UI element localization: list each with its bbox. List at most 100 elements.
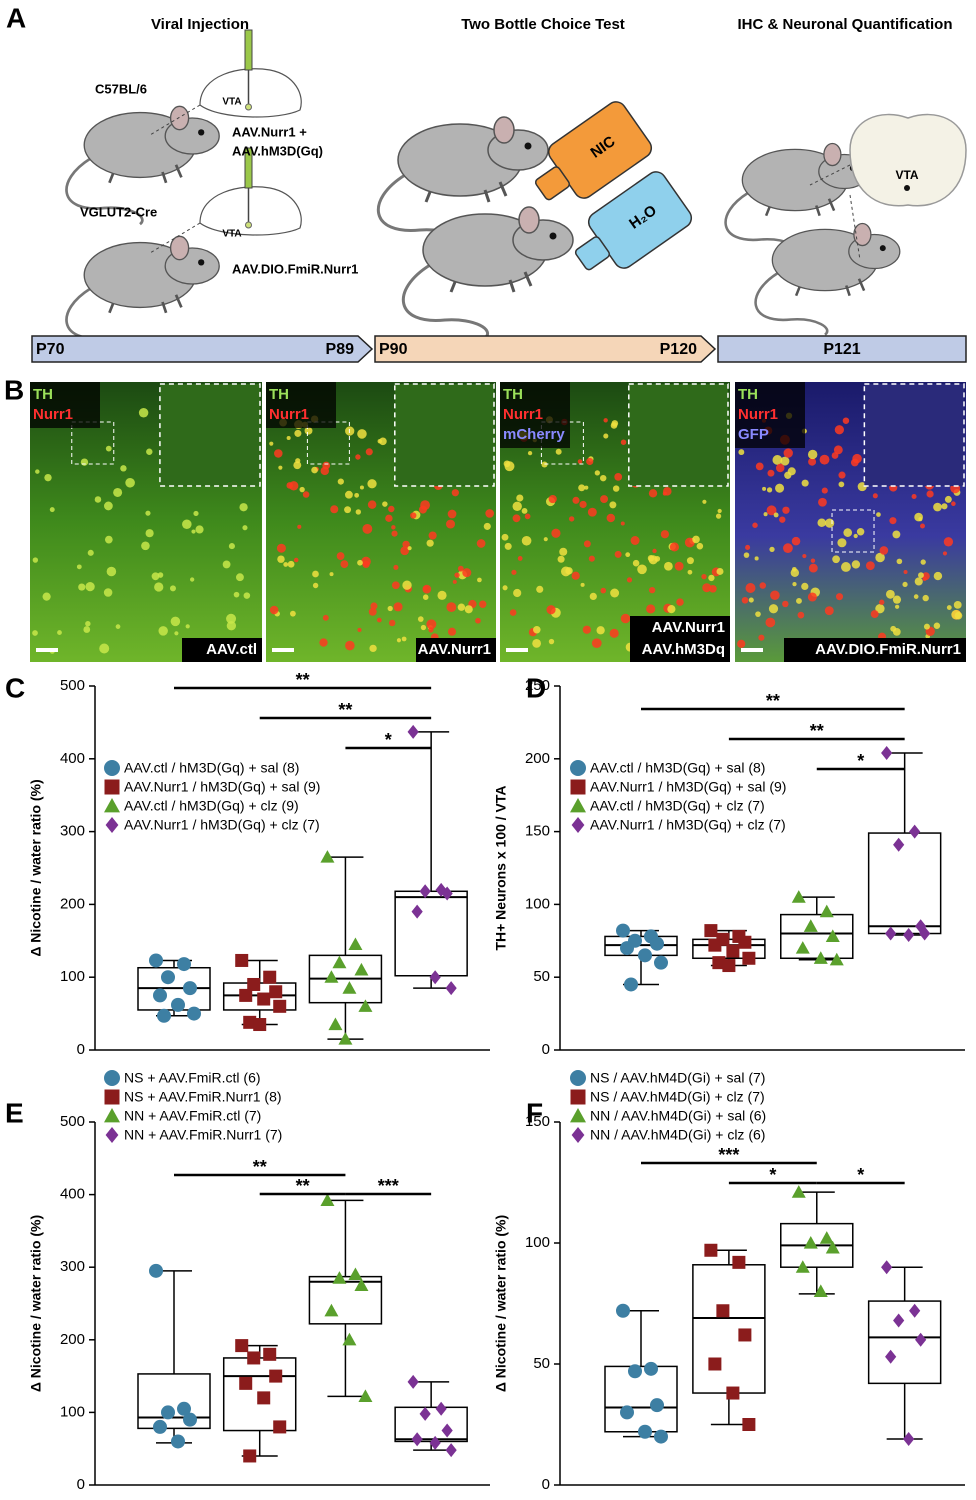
cell — [892, 595, 902, 604]
legend-label: NN + AAV.FmiR.Nurr1 (7) — [124, 1127, 282, 1143]
caption: AAV.hM3Dq — [642, 641, 725, 658]
cell — [269, 605, 279, 615]
cell — [648, 586, 656, 594]
data-point — [650, 1398, 664, 1413]
cell — [362, 523, 373, 534]
y-tick-label: 0 — [542, 1476, 550, 1493]
cell — [320, 466, 330, 476]
cell — [920, 559, 926, 565]
data-point — [239, 988, 253, 1002]
significance-label: ** — [766, 691, 780, 711]
data-point — [903, 1432, 915, 1447]
cell — [752, 522, 758, 528]
cell — [511, 569, 517, 575]
cell — [502, 585, 508, 591]
cell — [769, 546, 775, 552]
significance-label: ** — [296, 670, 310, 690]
mouse-eye — [198, 259, 205, 266]
cell — [944, 495, 952, 503]
y-tick-label: 400 — [60, 750, 85, 767]
cell — [106, 566, 117, 577]
cell — [243, 592, 251, 599]
cell — [632, 559, 640, 567]
mouse-eye — [879, 245, 886, 252]
cell — [748, 597, 754, 603]
cell — [851, 560, 861, 569]
legend-marker — [104, 1089, 120, 1105]
cell — [32, 630, 38, 636]
cell — [311, 466, 318, 474]
timeline-label: P90 — [379, 341, 408, 358]
caption: AAV.Nurr1 — [652, 619, 725, 636]
data-point — [654, 955, 668, 970]
cell — [446, 519, 456, 529]
cell — [763, 512, 768, 517]
cell — [388, 505, 395, 513]
data-point — [354, 962, 369, 976]
timeline-segment — [374, 335, 717, 363]
cell — [382, 501, 388, 507]
cell — [286, 435, 291, 441]
cell — [914, 577, 923, 586]
cell — [821, 487, 828, 494]
data-point — [161, 970, 175, 985]
data-point — [638, 1424, 652, 1439]
slice-region-label: VTA — [895, 168, 918, 182]
cell — [571, 571, 580, 580]
cell — [791, 536, 801, 546]
cell — [293, 557, 299, 563]
cell — [125, 477, 135, 488]
data-point — [338, 1032, 353, 1045]
cell — [780, 456, 790, 466]
caption-backdrop — [416, 638, 496, 662]
cell — [637, 564, 647, 575]
legend-label: NS + AAV.FmiR.ctl (6) — [124, 1070, 261, 1086]
data-point — [157, 1008, 171, 1023]
cell — [579, 500, 587, 509]
mouse-ear — [169, 235, 190, 261]
cell — [782, 506, 790, 514]
data-point — [263, 1347, 277, 1361]
cell — [151, 572, 160, 581]
cell — [782, 600, 789, 608]
injection-site — [245, 103, 252, 111]
cell — [426, 619, 437, 630]
cell — [600, 587, 607, 594]
cell — [76, 564, 82, 570]
cell — [512, 501, 522, 511]
cell — [801, 582, 809, 591]
data-point — [885, 926, 897, 941]
legend-label: AAV.ctl / hM3D(Gq) + clz (9) — [124, 798, 299, 814]
label-backdrop — [500, 382, 570, 448]
data-point — [813, 951, 828, 964]
cell — [138, 407, 149, 418]
timeline-segment — [717, 335, 967, 363]
cell — [738, 449, 745, 456]
caption: AAV.ctl — [206, 641, 257, 658]
data-point — [429, 970, 441, 985]
cell — [504, 461, 515, 472]
brain-sketch — [149, 147, 302, 254]
cell — [87, 549, 94, 556]
cell — [647, 554, 655, 562]
channel-label: TH — [738, 386, 758, 403]
y-axis-label: Δ Nicotine / water ratio (%) — [28, 1215, 44, 1392]
cell — [775, 483, 785, 493]
box — [780, 913, 854, 960]
cell — [239, 503, 248, 512]
cell — [420, 624, 427, 631]
data-point — [742, 1418, 756, 1431]
cell — [889, 517, 897, 525]
cell — [355, 454, 361, 460]
y-tick-label: 0 — [542, 1041, 550, 1058]
cell — [365, 448, 373, 456]
cell — [145, 510, 151, 516]
zoom-line — [149, 222, 201, 254]
cell — [775, 463, 785, 473]
data-point — [620, 1405, 634, 1420]
cell — [546, 605, 556, 615]
cell — [536, 585, 544, 593]
cell — [865, 561, 875, 571]
legend-label: AAV.Nurr1 / hM3D(Gq) + clz (7) — [124, 817, 320, 833]
